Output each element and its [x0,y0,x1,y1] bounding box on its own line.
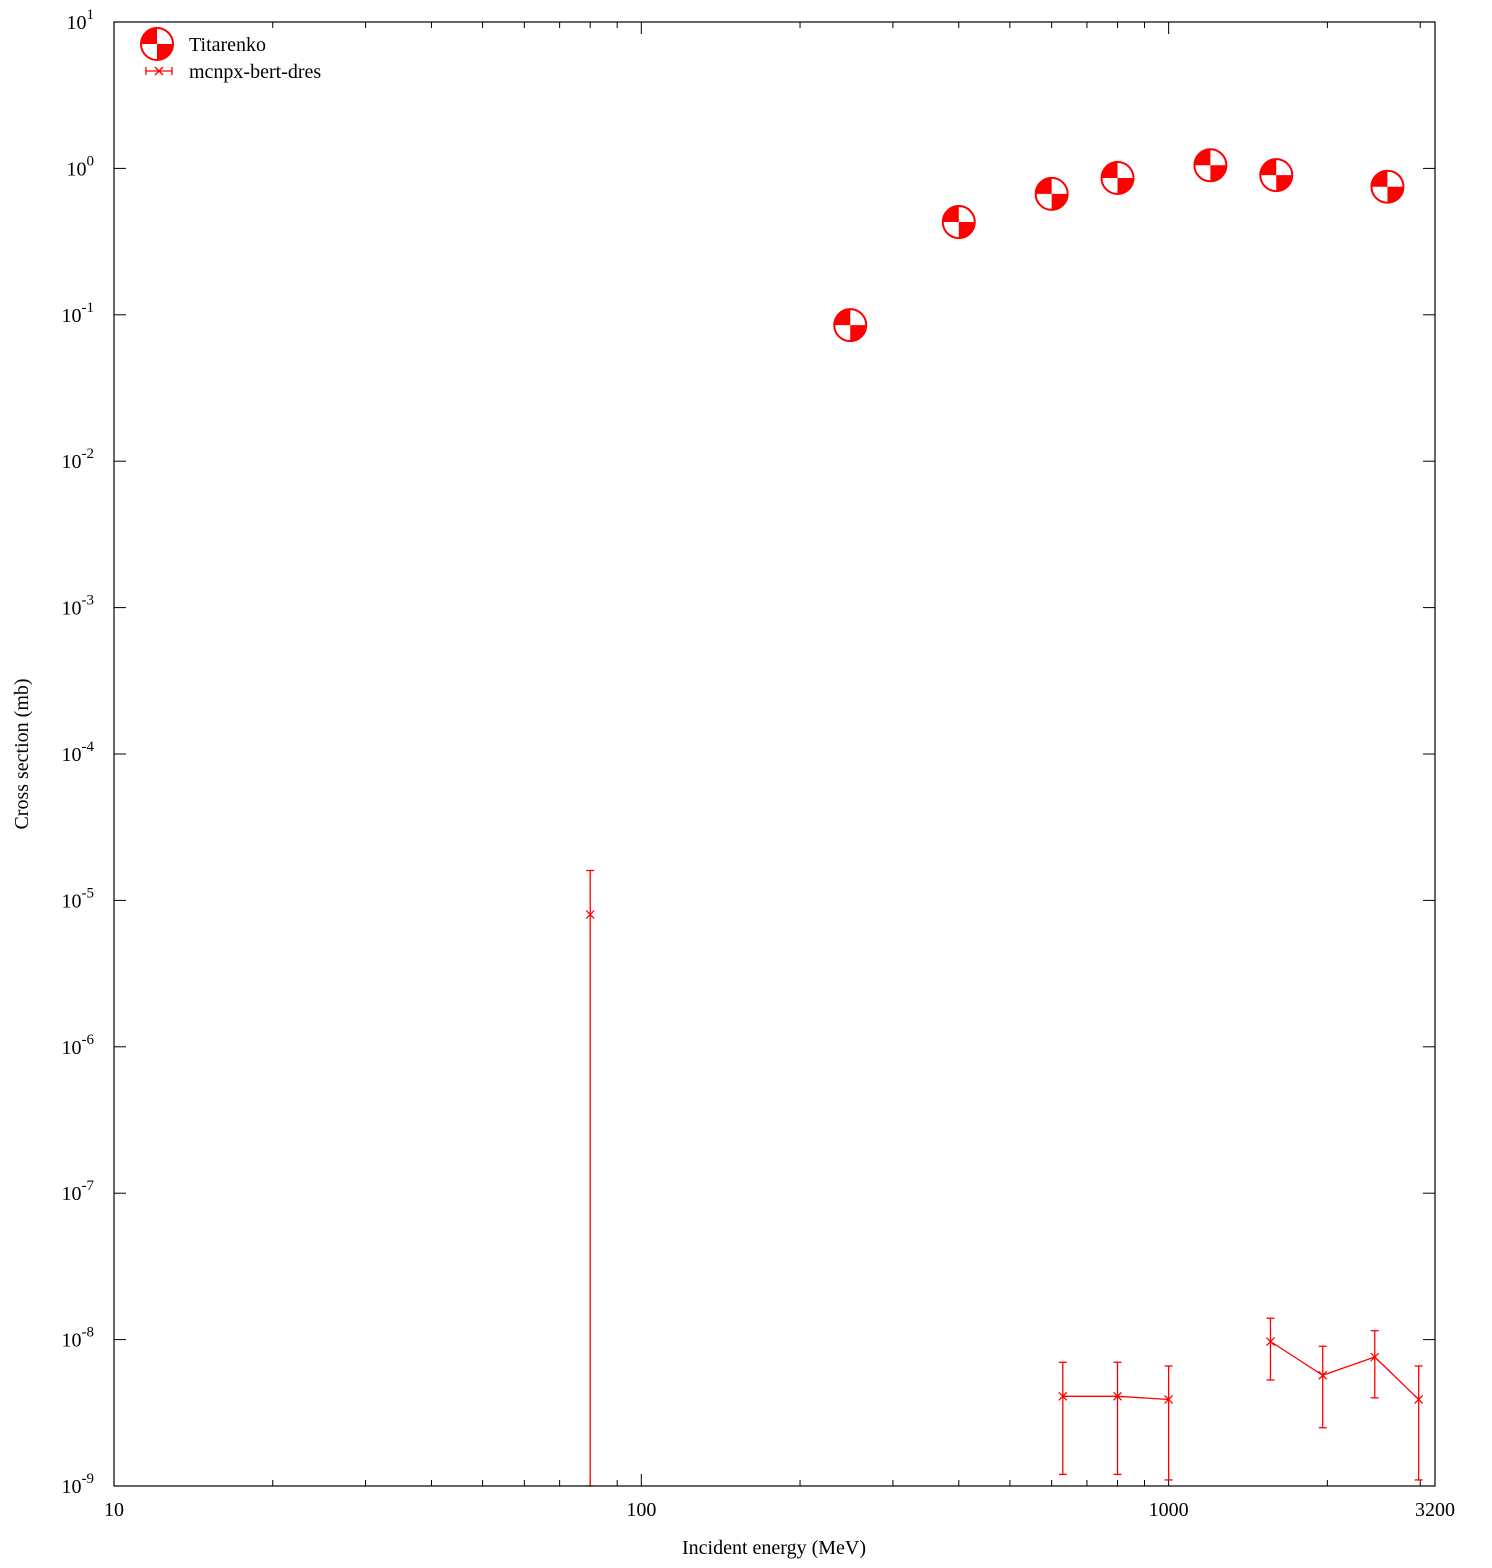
x-marker-stroke [1414,1395,1424,1404]
y-tick-label: 10-7 [62,1178,95,1205]
titarenko-point [833,308,868,343]
legend-swatch-mcnpx [154,66,164,76]
titarenko-point [1259,158,1294,193]
mcnpx-point [1318,1370,1328,1380]
marker-quadrant [141,28,157,44]
marker-quadrant [1276,175,1293,192]
marker-quadrant [1035,177,1052,194]
legend-swatch-titarenko [140,27,174,61]
marker-quadrant [1210,165,1227,182]
x-tick-label: 100 [626,1499,656,1521]
y-axis-title: Cross section (mb) [11,678,33,829]
y-tick-label: 10-2 [62,446,95,473]
mcnpx-point [1266,1337,1275,1346]
mcnpx-point [585,910,595,920]
x-tick-label: 10 [104,1499,124,1521]
legend-label: mcnpx-bert-dres [189,61,321,83]
x-axis-title: Incident energy (MeV) [682,1537,866,1559]
plot-frame [113,21,1436,1487]
titarenko-point [1370,169,1405,204]
x-marker-stroke [585,910,595,920]
marker-quadrant [1101,161,1118,178]
mcnpx-point [1113,1391,1122,1401]
marker-quadrant [834,309,851,326]
marker-quadrant [1387,186,1404,203]
x-marker-stroke [1058,1391,1068,1401]
marker-quadrant [1260,159,1277,176]
marker-quadrant [1117,177,1134,194]
y-tick-label: 10-9 [62,1471,95,1498]
legend-label: Titarenko [189,34,266,56]
marker-quadrant [958,222,975,239]
titarenko-point [941,205,976,240]
x-marker-stroke [1318,1370,1328,1380]
y-tick-label: 100 [67,153,95,180]
y-tick-label: 10-1 [62,300,95,327]
series-line [1270,1340,1420,1400]
marker-quadrant [1194,149,1211,166]
titarenko-point [1034,176,1069,211]
marker-quadrant [942,206,959,223]
x-marker-stroke [1266,1337,1275,1346]
mcnpx-point [1370,1352,1380,1362]
x-marker-stroke [1164,1395,1174,1404]
titarenko-point [1193,148,1228,183]
y-tick-label: 10-4 [62,739,95,766]
y-tick-label: 10-3 [62,593,95,620]
x-tick-label: 3200 [1415,1499,1455,1521]
marker-quadrant [1371,170,1388,187]
axes-group: 10 100 1000 3200 101 100 10-1 10-2 10-3 10-4 10-5 1… [62,7,1456,1521]
titarenko-point [1100,160,1135,195]
y-tick-label: 10-6 [62,1032,95,1059]
mcnpx-point [1414,1395,1424,1404]
y-tick-label: 101 [67,7,95,34]
marker-quadrant [1051,193,1068,210]
plot-area [585,148,1424,1486]
x-marker-stroke [154,66,164,76]
mcnpx-point [1058,1391,1068,1401]
x-marker-stroke [1370,1352,1380,1362]
x-marker-stroke [1113,1391,1122,1401]
legend: Titarenko mcnpx-bert-dres [140,27,321,83]
marker-quadrant [157,44,173,60]
y-tick-label: 10-8 [62,1325,95,1352]
mcnpx-point [1164,1395,1174,1404]
marker-quadrant [850,325,867,342]
y-tick-label: 10-5 [62,885,95,912]
x-tick-label: 1000 [1149,1499,1189,1521]
